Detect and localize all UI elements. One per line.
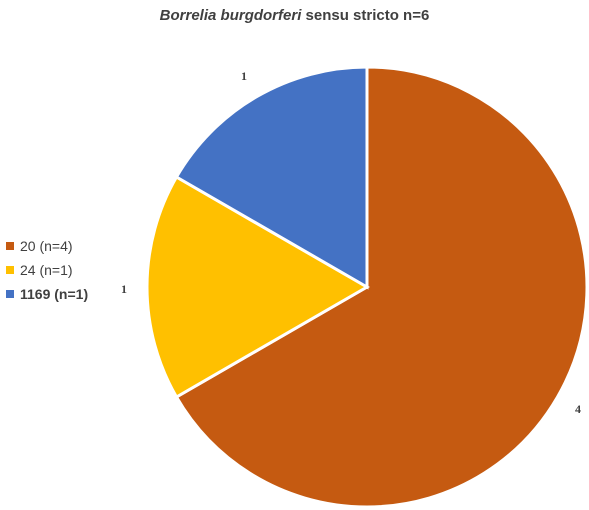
legend-swatch (6, 242, 14, 250)
chart-title-species: Borrelia burgdorferi (159, 7, 302, 24)
legend-label: 24 (n=1) (20, 262, 73, 278)
pie-slice-3 (174, 65, 369, 290)
slice-data-label-3: 1 (241, 69, 247, 83)
slice-data-label-2: 1 (121, 282, 127, 296)
legend-item-3: 1169 (n=1) (6, 282, 88, 306)
chart-title-rest: sensu stricto n=6 (301, 7, 430, 24)
legend-swatch (6, 290, 14, 298)
pie-slice-2 (145, 174, 371, 400)
legend-item-1: 20 (n=4) (6, 234, 88, 258)
legend-label: 1169 (n=1) (20, 286, 89, 302)
chart-legend: 20 (n=4) 24 (n=1) 1169 (n=1) (6, 234, 88, 306)
legend-swatch (6, 266, 14, 274)
chart-title: Borrelia burgdorferi sensu stricto n=6 (0, 7, 589, 24)
legend-item-2: 24 (n=1) (6, 258, 88, 282)
slice-data-label-1: 4 (575, 402, 581, 416)
pie-slice-1 (174, 65, 589, 509)
legend-label: 20 (n=4) (20, 238, 73, 254)
